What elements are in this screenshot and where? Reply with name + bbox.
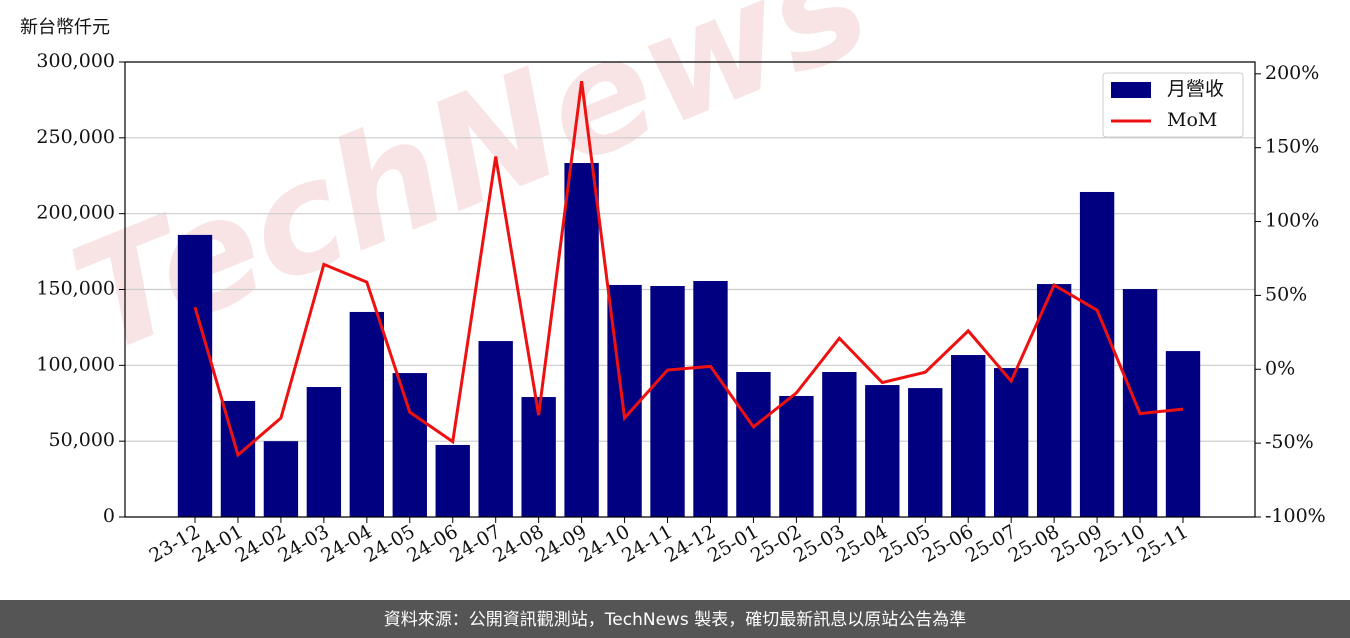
- bar: [263, 441, 299, 517]
- bar: [1165, 351, 1201, 517]
- y-tick-label: 200,000: [36, 202, 115, 224]
- bar: [822, 372, 857, 517]
- y2-tick-label: -50%: [1265, 431, 1314, 453]
- bar: [779, 395, 814, 517]
- bar: [736, 372, 771, 517]
- bar: [521, 397, 556, 517]
- y-axis-label: 新台幣仟元: [20, 17, 110, 38]
- source-note: 資料來源：公開資訊觀測站，TechNews 製表，確切最新訊息以原站公告為準: [384, 610, 966, 630]
- y2-tick-label: 150%: [1265, 136, 1319, 158]
- y2-tick-label: 0%: [1265, 357, 1295, 379]
- legend-label: 月營收: [1167, 78, 1224, 100]
- bar: [1079, 191, 1115, 517]
- y2-tick-label: 200%: [1265, 62, 1319, 84]
- y2-tick-label: 100%: [1265, 210, 1319, 232]
- y-tick-label: 250,000: [36, 126, 115, 148]
- bar: [392, 373, 427, 517]
- y-tick-label: 150,000: [36, 278, 115, 300]
- line: [193, 81, 1184, 458]
- bar: [1036, 284, 1072, 517]
- legend-label: MoM: [1167, 109, 1217, 131]
- bar: [693, 281, 728, 517]
- y2-tick-label: -100%: [1265, 505, 1326, 527]
- bar: [650, 286, 685, 517]
- bar: [349, 311, 385, 517]
- bar: [1122, 289, 1158, 517]
- bar: [306, 387, 342, 517]
- bar: [478, 341, 513, 517]
- bar: [865, 385, 900, 517]
- y-tick-label: 100,000: [36, 353, 115, 375]
- bar: [908, 388, 943, 517]
- y-tick-label: 300,000: [36, 50, 115, 72]
- bar: [435, 444, 470, 517]
- plot-frame: [124, 61, 1256, 518]
- bar: [993, 368, 1029, 517]
- legend-swatch: [1111, 82, 1151, 98]
- bar: [177, 234, 213, 517]
- y2-tick-label: 50%: [1265, 283, 1307, 305]
- y-tick-label: 50,000: [49, 429, 115, 451]
- bar: [564, 163, 599, 517]
- watermark: TechNews: [51, 0, 891, 388]
- y-tick-label: 0: [103, 505, 115, 527]
- bar: [951, 355, 986, 517]
- footer-bar: [0, 600, 1350, 638]
- x-tick-label: 25-11: [1134, 521, 1192, 567]
